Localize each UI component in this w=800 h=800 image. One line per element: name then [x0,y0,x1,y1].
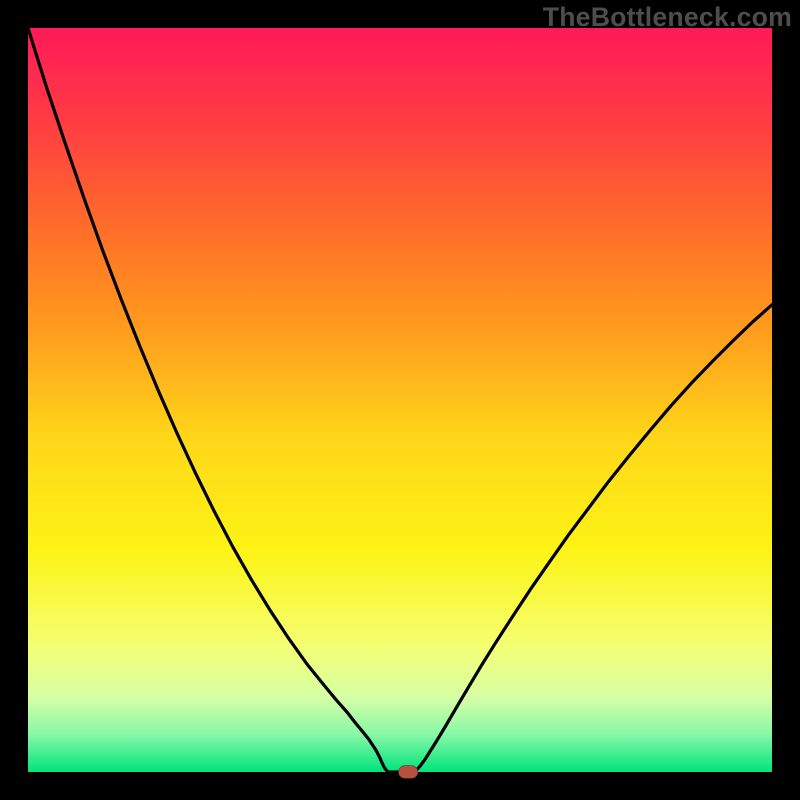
watermark-text: TheBottleneck.com [543,2,792,33]
plot-background [28,28,772,772]
bottleneck-marker [399,766,418,779]
bottleneck-chart [0,0,800,800]
chart-container: TheBottleneck.com [0,0,800,800]
